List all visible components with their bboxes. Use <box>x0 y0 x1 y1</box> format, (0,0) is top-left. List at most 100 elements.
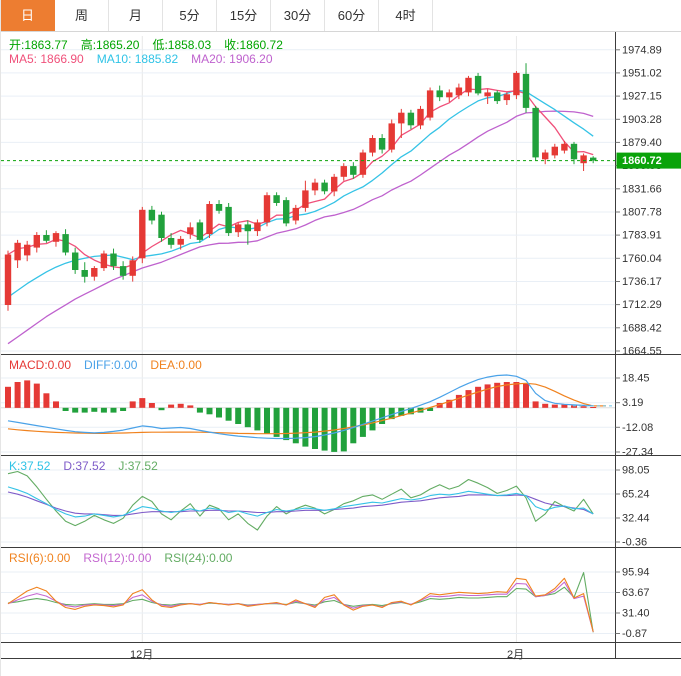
rsi6-value: RSI(6):0.00 <box>9 551 71 565</box>
macd-bar <box>465 390 472 408</box>
axis-label: 1664.55 <box>622 346 662 358</box>
macd-bar <box>436 403 443 408</box>
ohlc-readout: 开:1863.77 高:1865.20 低:1858.03 收:1860.72 <box>9 36 296 53</box>
candle-body <box>244 224 251 232</box>
macd-bar <box>350 407 357 444</box>
candle-body <box>551 146 558 156</box>
rsi-readout: RSI(6):0.00 RSI(12):0.00 RSI(24):0.00 <box>9 551 245 565</box>
macd-bar <box>139 398 146 408</box>
candle-body <box>446 92 453 98</box>
tab-60min[interactable]: 60分 <box>325 0 379 31</box>
axis-label: 1688.42 <box>622 322 662 334</box>
macd-bar <box>551 404 558 408</box>
candle-body <box>196 222 204 240</box>
high-value: 高:1865.20 <box>80 38 140 52</box>
dea-value: DEA:0.00 <box>150 358 202 372</box>
axis-label: 63.67 <box>622 587 650 599</box>
macd-lines <box>7 374 616 440</box>
tab-4hour[interactable]: 4时 <box>379 0 433 31</box>
k-value: K:37.52 <box>9 459 51 473</box>
axis-label: 1736.17 <box>622 276 662 288</box>
candle-body <box>474 75 482 94</box>
axis-label: 1831.66 <box>622 183 662 195</box>
axis-label: 65.24 <box>622 489 650 501</box>
axis-label: 1927.15 <box>622 91 662 103</box>
macd-bar <box>254 407 261 431</box>
tab-15min[interactable]: 15分 <box>217 0 271 31</box>
candles <box>4 63 597 311</box>
candle-body <box>302 190 309 208</box>
candle-body <box>62 234 69 253</box>
macd-bar <box>72 407 79 413</box>
macd-value: MACD:0.00 <box>9 358 72 372</box>
candle-body <box>532 107 539 158</box>
candle-body <box>158 214 165 238</box>
axis-label: 1974.89 <box>622 44 662 56</box>
tab-5min[interactable]: 5分 <box>163 0 217 31</box>
candle-body <box>407 112 415 126</box>
macd-bar <box>359 407 366 437</box>
macd-bar <box>561 404 568 408</box>
candle-body <box>91 268 98 277</box>
candle-body <box>436 90 443 98</box>
macd-bar <box>158 407 165 411</box>
candle-body <box>311 182 319 191</box>
macd-bar <box>225 407 232 421</box>
macd-bar <box>5 386 11 408</box>
candle-body <box>340 166 347 177</box>
candle-body <box>81 270 88 277</box>
macd-bar <box>100 407 107 413</box>
candle-body <box>33 235 40 248</box>
macd-bar <box>580 406 587 408</box>
close-value: 收:1860.72 <box>224 38 283 52</box>
candle-body <box>369 138 376 153</box>
ma10-value: MA10: 1885.82 <box>96 52 179 66</box>
candle-body <box>177 238 184 245</box>
candle-body <box>129 260 136 276</box>
open-value: 开:1863.77 <box>9 38 68 52</box>
axis-label: 1951.02 <box>622 67 662 79</box>
macd-bar <box>369 407 376 431</box>
tab-day[interactable]: 日 <box>1 0 55 31</box>
axis-label: 3.19 <box>622 397 643 409</box>
macd-bar <box>532 401 539 408</box>
candle-body <box>263 195 271 223</box>
macd-bar <box>503 382 510 408</box>
macd-bar <box>302 407 309 447</box>
macd-bar <box>475 386 482 408</box>
gridlines <box>1 49 616 634</box>
axis-label: 95.94 <box>622 567 650 579</box>
tab-week[interactable]: 周 <box>55 0 109 31</box>
tab-30min[interactable]: 30分 <box>271 0 325 31</box>
macd-bar <box>513 382 520 408</box>
axis-label: 31.40 <box>622 608 650 620</box>
j-value: J:37.52 <box>118 459 158 473</box>
macd-histogram <box>5 380 597 452</box>
candle-body <box>465 77 472 93</box>
candle-body <box>359 152 367 175</box>
ma-readout: MA5: 1866.90 MA10: 1885.82 MA20: 1906.20 <box>9 52 286 66</box>
axis-label: 1760.04 <box>622 253 662 265</box>
macd-bar <box>340 407 347 452</box>
candle-body <box>43 235 50 241</box>
macd-bar <box>62 407 69 411</box>
macd-bar <box>91 407 98 412</box>
candle-body <box>484 92 491 97</box>
x-axis-label-december: 12月 <box>130 649 154 661</box>
candle-body <box>292 207 299 221</box>
candle-body <box>215 204 223 211</box>
candle-body <box>52 233 60 242</box>
candle-body <box>225 206 232 234</box>
candle-body <box>187 227 194 235</box>
candle-body <box>14 242 21 261</box>
last-price-badge: 1860.72 <box>616 152 681 169</box>
candle-body <box>503 94 510 101</box>
tab-month[interactable]: 月 <box>109 0 163 31</box>
axis-label: 1879.40 <box>622 137 662 149</box>
axis-label: 1712.29 <box>622 299 662 311</box>
candle-body <box>254 222 261 232</box>
axis-label: -27.34 <box>622 447 653 459</box>
ma5-value: MA5: 1866.90 <box>9 52 84 66</box>
macd-bar <box>273 407 280 437</box>
